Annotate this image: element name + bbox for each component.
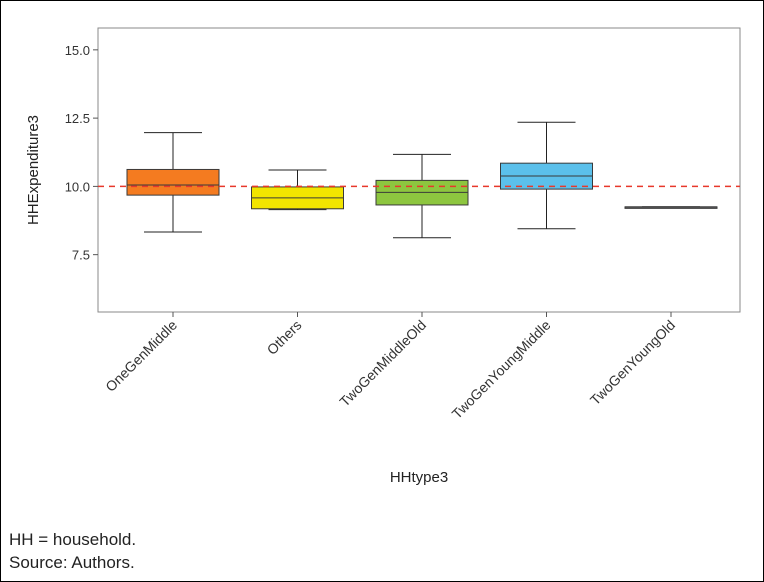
box-TwoGenYoungMiddle [500,121,593,230]
y-tick-label: 15.0 [65,43,90,58]
abbreviation-note: HH = household. [9,530,137,549]
x-axis: OneGenMiddle Others TwoGenMiddleOld TwoGenY… [102,312,678,422]
box-iqr [126,168,220,196]
y-axis: 7.5 10.0 12.5 15.0 [65,43,98,263]
box-TwoGenMiddleOld [375,153,469,239]
y-tick-label: 12.5 [65,111,90,126]
y-tick-label: 7.5 [72,248,90,263]
box-series [126,121,718,239]
y-axis-title: HHExpenditure3 [25,115,42,225]
x-tick-label: Others [264,317,305,358]
source-note: Source: Authors. [9,553,135,572]
box-plot-chart: 7.5 10.0 12.5 15.0 OneGenMiddle Others TwoGen… [25,27,741,486]
x-axis-title: HHtype3 [390,469,448,486]
box-OneGenMiddle [126,132,220,233]
x-tick-label: TwoGenYoungMiddle [449,317,554,422]
x-tick-label: OneGenMiddle [102,317,180,395]
figure-notes: HH = household. Source: Authors. [9,528,136,574]
y-tick-label: 10.0 [65,179,90,194]
box-TwoGenYoungOld [624,206,718,209]
x-tick-label: TwoGenYoungOld [587,317,678,408]
x-tick-label: TwoGenMiddleOld [336,317,429,410]
